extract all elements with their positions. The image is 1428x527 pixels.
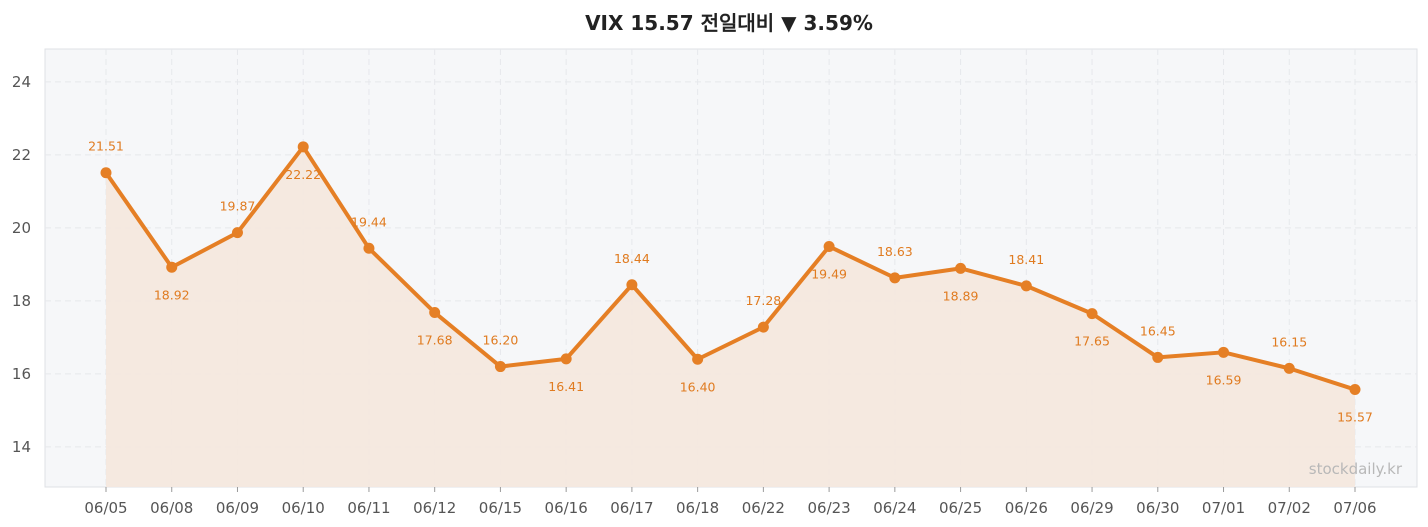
x-tick-label: 06/16: [545, 499, 588, 517]
data-label: 18.89: [943, 288, 979, 303]
data-point: [1349, 384, 1361, 396]
data-label: 19.44: [351, 214, 387, 229]
watermark: stockdaily.kr: [1309, 460, 1403, 478]
x-tick-label: 06/25: [939, 499, 982, 517]
x-tick-label: 06/12: [413, 499, 456, 517]
data-point: [1283, 362, 1295, 374]
x-tick-label: 06/11: [347, 499, 390, 517]
data-label: 15.57: [1337, 410, 1373, 425]
x-tick-label: 07/01: [1202, 499, 1245, 517]
x-tick-label: 06/22: [742, 499, 785, 517]
x-tick-label: 06/15: [479, 499, 522, 517]
data-point: [757, 321, 769, 333]
x-tick-label: 07/02: [1268, 499, 1311, 517]
data-label: 22.22: [285, 167, 321, 182]
y-tick-label: 24: [12, 73, 31, 91]
y-tick-label: 22: [12, 146, 31, 164]
x-tick-label: 06/23: [807, 499, 850, 517]
data-point: [231, 227, 243, 239]
data-labels: 21.51 18.92 19.87 22.22 19.44 17.68 16.20 16.41…: [88, 139, 1373, 425]
data-label: 19.49: [811, 266, 847, 281]
series-line: [104, 144, 1357, 392]
data-label: 18.92: [154, 287, 190, 302]
x-tick-label: 06/17: [610, 499, 653, 517]
data-point: [560, 353, 572, 365]
data-point: [429, 307, 441, 319]
x-tick-label: 06/30: [1136, 499, 1179, 517]
data-points: [100, 141, 1361, 396]
area-fill: [106, 146, 1355, 487]
series-area: [106, 146, 1355, 487]
data-point: [494, 361, 506, 373]
x-tick-label: 06/05: [84, 499, 127, 517]
series-line-group: [104, 144, 1357, 392]
x-tick-label: 06/18: [676, 499, 719, 517]
chart-title: VIX 15.57 전일대비 ▼ 3.59%: [585, 11, 873, 35]
y-tick-label: 20: [12, 219, 31, 237]
data-label: 18.63: [877, 244, 913, 259]
x-tick-label: 06/29: [1070, 499, 1113, 517]
x-tick-label: 06/24: [873, 499, 916, 517]
data-point: [297, 141, 309, 153]
data-label: 17.68: [417, 333, 453, 348]
data-point: [889, 272, 901, 284]
x-tick-label: 06/08: [150, 499, 193, 517]
data-point: [692, 353, 704, 365]
data-point: [166, 261, 178, 273]
data-label: 17.65: [1074, 334, 1110, 349]
data-label: 16.59: [1206, 372, 1242, 387]
y-tick-label: 16: [12, 365, 31, 383]
data-label: 16.45: [1140, 323, 1176, 338]
data-point: [1152, 351, 1164, 363]
data-label: 16.20: [483, 333, 519, 348]
data-point: [363, 242, 375, 254]
x-tick-label: 06/26: [1005, 499, 1048, 517]
data-label: 19.87: [220, 199, 256, 214]
data-point: [823, 240, 835, 252]
data-label: 16.40: [680, 379, 716, 394]
x-tick-label: 06/09: [216, 499, 259, 517]
data-point: [1086, 308, 1098, 320]
data-label: 18.44: [614, 251, 650, 266]
data-label: 17.28: [745, 293, 781, 308]
y-tick-label: 14: [12, 438, 31, 456]
data-point: [1020, 280, 1032, 292]
data-label: 21.51: [88, 139, 124, 154]
data-point: [626, 279, 638, 291]
data-point: [955, 262, 967, 274]
y-tick-label: 18: [12, 292, 31, 310]
data-label: 16.41: [548, 379, 584, 394]
data-point: [1218, 346, 1230, 358]
x-tick-label: 07/06: [1333, 499, 1376, 517]
data-label: 18.41: [1008, 252, 1044, 267]
x-tick-label: 06/10: [282, 499, 325, 517]
data-point: [100, 167, 112, 179]
x-axis-ticks: 06/05 06/08 06/09 06/10 06/11 06/12 06/15 06/16…: [84, 487, 1377, 517]
y-axis-ticks: 14 16 18 20 22 24: [12, 73, 31, 456]
data-label: 16.15: [1271, 334, 1307, 349]
